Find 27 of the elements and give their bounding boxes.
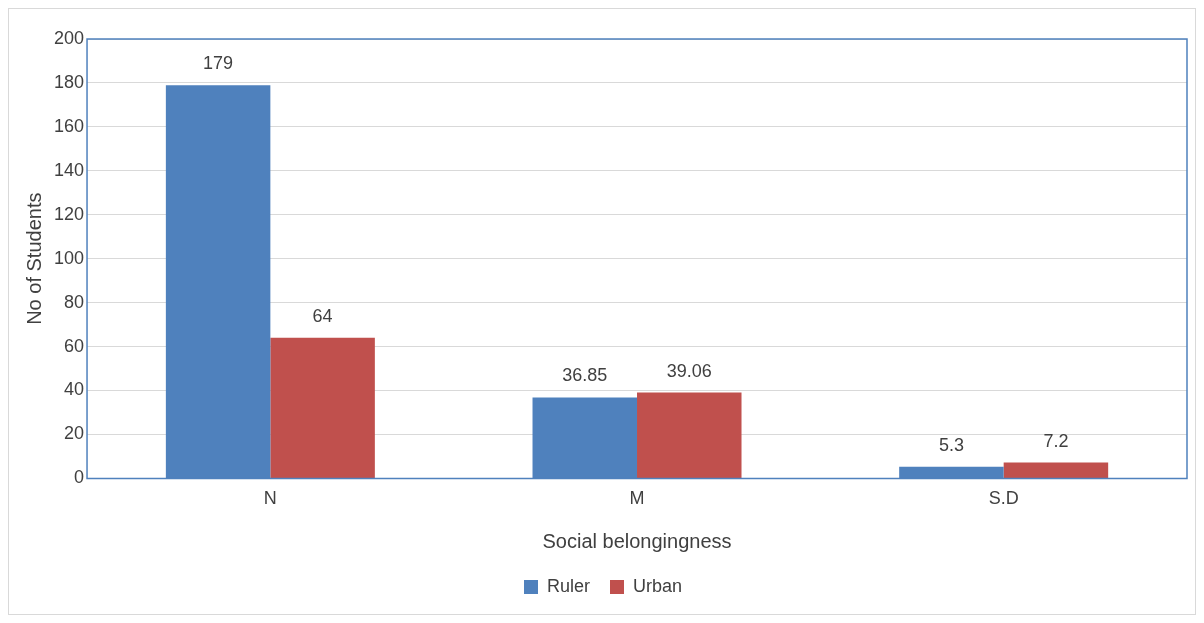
data-label: 39.06 — [666, 360, 712, 381]
y-axis-title: No of Students — [22, 192, 45, 325]
y-tick-label: 100 — [53, 247, 85, 268]
data-label: 7.2 — [1043, 430, 1069, 451]
y-tick-label: 180 — [53, 71, 85, 92]
y-tick-label: 0 — [74, 467, 85, 488]
x-tick-label: S.D — [988, 488, 1019, 509]
y-tick-label: 120 — [53, 203, 85, 224]
data-label: 179 — [203, 53, 234, 74]
y-tick-label: 20 — [64, 423, 85, 444]
y-tick-label: 160 — [53, 115, 85, 136]
y-tick-label: 80 — [64, 291, 85, 312]
x-tick-label: N — [263, 488, 277, 509]
y-tick-label: 40 — [64, 379, 85, 400]
legend-label: Ruler — [546, 575, 590, 596]
data-label: 64 — [312, 305, 333, 326]
y-tick-label: 140 — [53, 159, 85, 180]
data-label: 36.85 — [562, 365, 608, 386]
bar — [270, 337, 375, 478]
x-tick-label: M — [629, 488, 645, 509]
y-tick-label: 200 — [53, 27, 85, 48]
data-label: 5.3 — [938, 434, 964, 455]
bar — [1003, 462, 1109, 478]
legend-label: Urban — [632, 575, 683, 596]
bar — [637, 392, 742, 478]
y-tick-label: 60 — [64, 335, 85, 356]
x-axis-title: Social belongingness — [542, 529, 732, 552]
